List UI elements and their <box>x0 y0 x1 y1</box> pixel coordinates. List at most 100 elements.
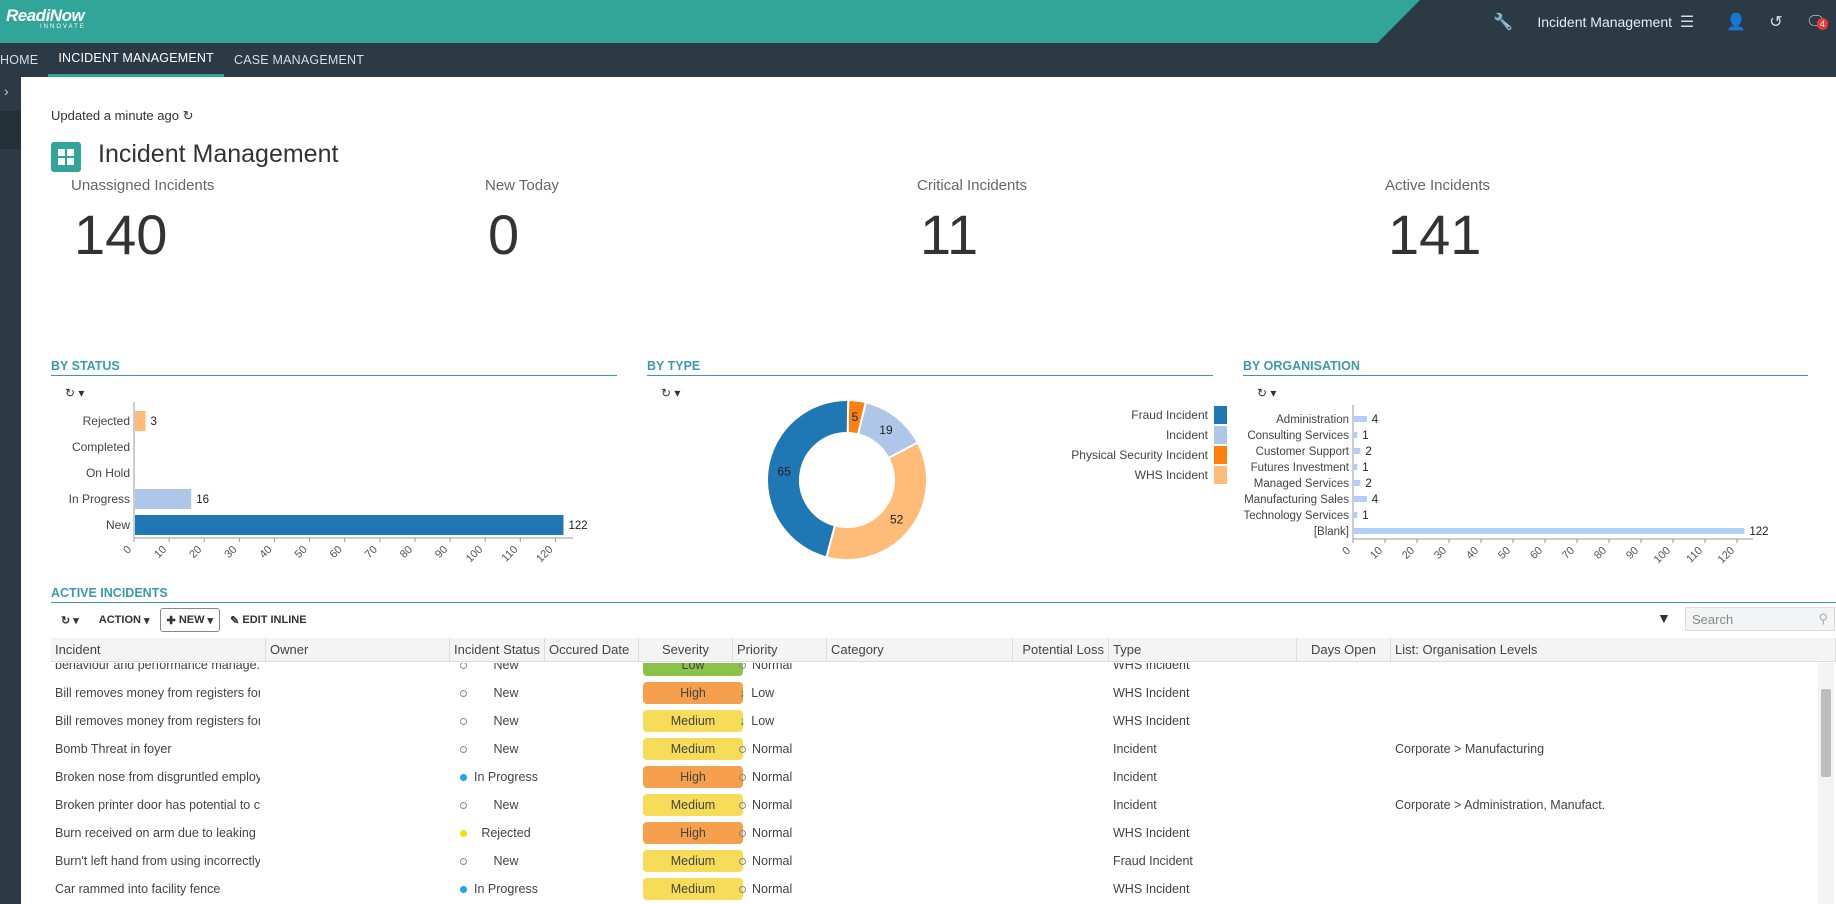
left-rail-selected[interactable] <box>0 111 21 149</box>
scrollbar-thumb[interactable] <box>1821 689 1831 777</box>
kpi-critical[interactable]: Critical Incidents 11 <box>917 177 1027 267</box>
status-dot-icon <box>460 746 467 753</box>
status-chart-refresh[interactable]: ↻ ▾ <box>65 386 85 400</box>
legend-label: Physical Security Incident <box>1071 448 1208 462</box>
col-org-levels-header[interactable]: List: Organisation Levels <box>1391 638 1836 662</box>
circle-icon <box>739 886 746 893</box>
category-label: Technology Services <box>1244 510 1350 522</box>
search-input[interactable]: Search ⚲ <box>1685 607 1835 631</box>
table-row[interactable]: behaviour and performance manage... New Lo… <box>51 663 1812 679</box>
category-label: Customer Support <box>1256 446 1350 458</box>
table-row[interactable]: Burn't left hand from using incorrectly.… <box>51 847 1812 875</box>
table-row[interactable]: Car rammed into facility fence In Progres… <box>51 875 1812 903</box>
x-tick-label: 100 <box>1652 545 1673 566</box>
type-cell: Incident <box>1113 742 1157 756</box>
app-logo[interactable]: ReadiNow INNOVATE <box>6 6 86 30</box>
grid-refresh-button[interactable]: ↻ ▾ <box>61 614 79 627</box>
category-label: Completed <box>72 440 130 454</box>
incident-cell: Broken printer door has potential to c..… <box>55 798 260 812</box>
kpi-value: 141 <box>1388 203 1482 266</box>
data-label: 122 <box>568 520 587 532</box>
col-priority-header[interactable]: Priority <box>733 638 827 662</box>
bar <box>1354 480 1361 486</box>
x-tick-label: 120 <box>534 544 555 565</box>
table-row[interactable]: Bill removes money from registers for...… <box>51 679 1812 707</box>
col-severity-header[interactable]: Severity <box>639 638 733 662</box>
col-occured-date-header[interactable]: Occured Date <box>545 638 639 662</box>
org-chart: 0 10 20 30 40 50 60 70 80 90 100 110 120 Administrati… <box>1244 405 1769 566</box>
status-text: New <box>493 742 519 756</box>
col-incident-status-header[interactable]: Incident Status <box>450 638 545 662</box>
status-dot-icon <box>460 858 467 865</box>
col-days-open-header[interactable]: Days Open <box>1297 638 1391 662</box>
col-incident-header[interactable]: Incident <box>51 638 266 662</box>
table-row[interactable]: Burn received on arm due to leaking ... R… <box>51 819 1812 847</box>
action-menu-button[interactable]: ACTION ▾ <box>98 614 150 627</box>
col-potential-loss-header[interactable]: Potential Loss <box>1013 638 1109 662</box>
col-owner-header[interactable]: Owner <box>266 638 450 662</box>
bar <box>1354 448 1361 454</box>
type-cell: Incident <box>1113 798 1157 812</box>
x-tick-label: 70 <box>363 544 380 561</box>
data-label: 2 <box>1365 446 1371 458</box>
org-chart-refresh[interactable]: ↻ ▾ <box>1257 386 1277 400</box>
grid-scrollbar[interactable] <box>1818 663 1834 904</box>
x-tick-label: 20 <box>187 544 204 561</box>
x-tick-label: 50 <box>293 544 310 561</box>
status-text: New <box>493 663 519 672</box>
kpi-unassigned[interactable]: Unassigned Incidents 140 <box>71 177 214 267</box>
table-row[interactable]: Bomb Threat in foyer New Medium Normal Incid… <box>51 735 1812 763</box>
data-label: 4 <box>1372 414 1379 426</box>
legend-swatch <box>1214 466 1227 484</box>
refresh-icon[interactable]: ↻ <box>182 108 194 123</box>
table-row[interactable]: Broken nose from disgruntled employ... In… <box>51 763 1812 791</box>
filter-icon[interactable]: ▼ <box>1657 610 1671 626</box>
user-icon[interactable]: 👤 <box>1726 13 1746 31</box>
section-active-incidents: ACTIVE INCIDENTS <box>51 586 1836 603</box>
table-row[interactable]: Bill removes money from registers for...… <box>51 707 1812 735</box>
notifications-icon[interactable]: 🗨 4 <box>1805 13 1828 31</box>
type-cell: Fraud Incident <box>1113 854 1193 868</box>
org-levels-cell <box>1395 679 1605 707</box>
type-chart-refresh[interactable]: ↻ ▾ <box>661 386 681 400</box>
kpi-new-today[interactable]: New Today 0 <box>485 177 559 267</box>
data-label: 16 <box>196 494 209 506</box>
circle-icon <box>739 774 746 781</box>
x-tick-label: 0 <box>121 544 134 557</box>
section-by-organisation: BY ORGANISATION <box>1243 359 1808 376</box>
tab-case-management[interactable]: CASE MANAGEMENT <box>233 53 365 67</box>
col-type-header[interactable]: Type <box>1109 638 1297 662</box>
hamburger-icon[interactable]: ☰ <box>1679 13 1695 31</box>
edit-label: EDIT INLINE <box>242 614 307 626</box>
kpi-label: Active Incidents <box>1385 177 1491 194</box>
donut-slice <box>766 399 850 559</box>
tab-incident-management[interactable]: INCIDENT MANAGEMENT <box>48 43 224 77</box>
severity-pill: High <box>643 766 743 788</box>
donut-slice <box>825 441 928 561</box>
status-cell: New <box>450 791 545 819</box>
new-button[interactable]: ✚ NEW ▾ <box>159 608 221 632</box>
status-dot-icon <box>460 690 467 697</box>
priority-cell: ↓ Low <box>739 679 829 707</box>
table-row[interactable]: Broken printer door has potential to c..… <box>51 791 1812 819</box>
tab-home[interactable]: HOME <box>0 53 39 67</box>
kpi-active[interactable]: Active Incidents 141 <box>1385 177 1490 267</box>
search-icon: ⚲ <box>1818 611 1828 626</box>
bar <box>1354 528 1745 534</box>
type-cell: WHS Incident <box>1113 686 1190 700</box>
bar <box>1354 416 1367 422</box>
history-icon[interactable]: ↺ <box>1769 13 1783 31</box>
legend-swatch <box>1214 426 1227 444</box>
edit-inline-button[interactable]: ✎ EDIT INLINE <box>230 614 307 627</box>
chevron-right-icon[interactable]: › <box>4 83 9 99</box>
status-cell: New <box>450 707 545 735</box>
wrench-icon[interactable]: 🔧 <box>1493 13 1514 31</box>
col-category-header[interactable]: Category <box>827 638 1013 662</box>
priority-cell: Normal <box>739 763 829 791</box>
app-menu-label[interactable]: Incident Management <box>1537 13 1672 30</box>
status-dot-icon <box>460 718 467 725</box>
org-levels-cell <box>1395 663 1605 679</box>
brand-band <box>0 0 1420 43</box>
section-by-status: BY STATUS <box>51 359 617 376</box>
severity-cell: Medium <box>643 735 743 763</box>
